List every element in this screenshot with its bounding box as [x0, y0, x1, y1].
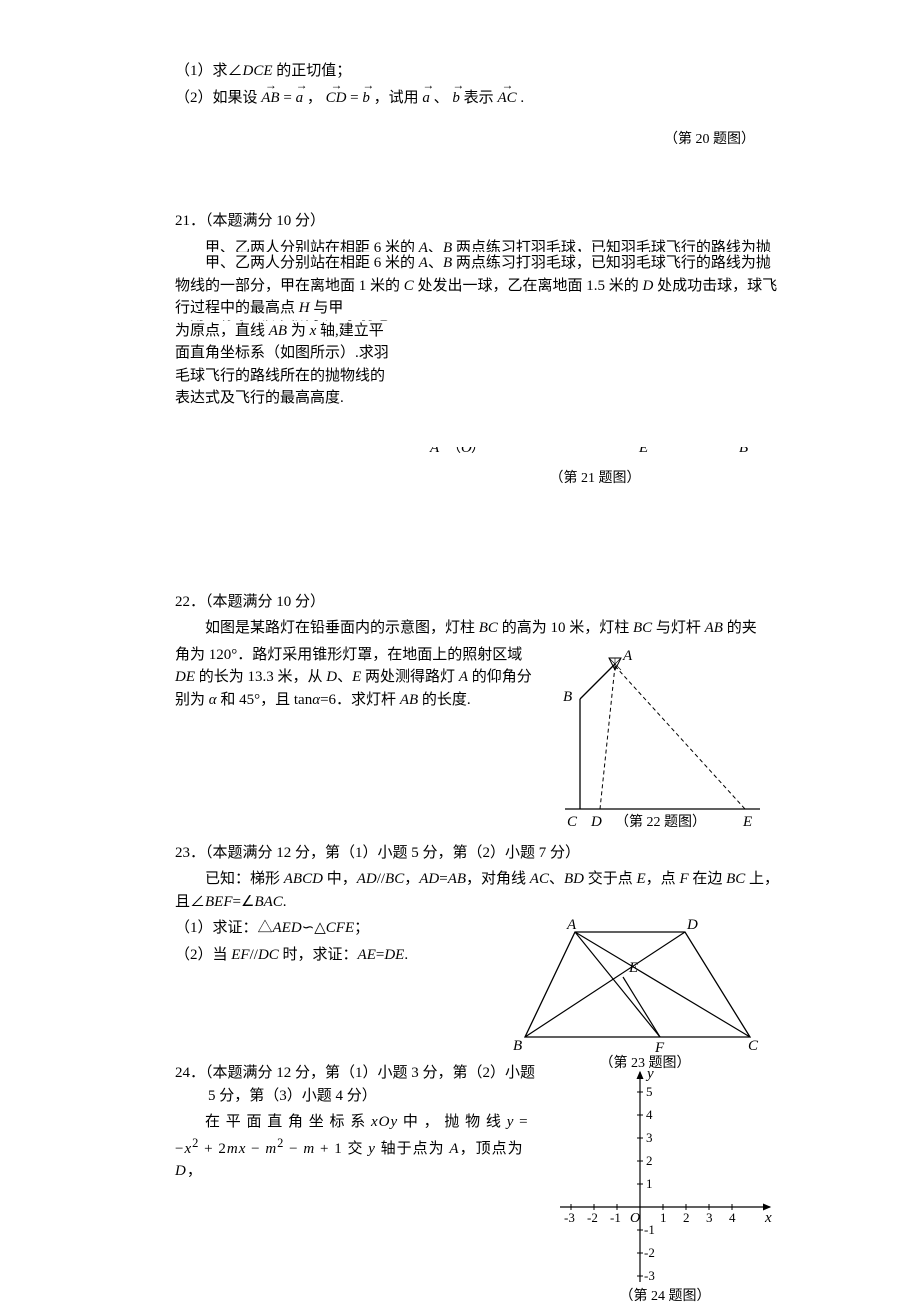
q24-text: 24．（本题满分 12 分，第（1）小题 3 分，第（2）小题 5 分，第（3）…: [175, 1062, 545, 1187]
svg-text:B: B: [513, 1038, 522, 1054]
q24-svg: -3 -2 -1 O 1 2 3 4 1 2 3 4 5 -1 -2 -3 x y: [545, 1062, 785, 1292]
svg-text:D: D: [686, 917, 698, 933]
svg-text:A: A: [622, 648, 633, 664]
svg-text:3: 3: [706, 1210, 713, 1225]
q23-figure: A D B C E F （第 23 题图）: [505, 917, 785, 1074]
svg-text:2: 2: [683, 1210, 690, 1225]
q23-text: （1）求证：△AED∽△CFE； （2）当 EF//DC 时，求证：AE=DE.: [175, 917, 505, 970]
q22-svg: A B C D E: [545, 644, 785, 834]
q20-line2: （2）如果设 AB = a ， CD = b ，试用 a 、 b 表示 AC .: [175, 87, 785, 110]
q23-row: （1）求证：△AED∽△CFE； （2）当 EF//DC 时，求证：AE=DE.: [175, 917, 785, 1074]
q22-block: 如图是某路灯在铅垂面内的示意图，灯柱 BC 的高为 10 米，灯柱 BC 与灯杆…: [175, 617, 785, 834]
svg-text:-2: -2: [644, 1245, 655, 1260]
svg-text:E: E: [742, 814, 752, 830]
svg-text:5: 5: [646, 1084, 653, 1099]
svg-text:-3: -3: [564, 1210, 575, 1225]
q21-text-mask: [395, 297, 795, 447]
q24-body: 在 平 面 直 角 坐 标 系 xOy 中 ， 抛 物 线 y = −x2 + …: [175, 1111, 545, 1183]
svg-text:2: 2: [646, 1153, 653, 1168]
svg-text:-1: -1: [644, 1222, 655, 1237]
svg-text:C: C: [748, 1038, 759, 1054]
svg-text:D: D: [590, 814, 602, 830]
q23-l1: （1）求证：△AED∽△CFE；: [175, 917, 505, 940]
q24-header: 24．（本题满分 12 分，第（1）小题 3 分，第（2）小题 5 分，第（3）…: [208, 1062, 545, 1107]
svg-text:-2: -2: [587, 1210, 598, 1225]
q22-header: 22．（本题满分 10 分）: [175, 591, 785, 614]
q23-header: 23．（本题满分 12 分，第（1）小题 5 分，第（2）小题 7 分）: [175, 842, 785, 865]
svg-text:-3: -3: [644, 1268, 655, 1283]
content-area: （1）求∠DCE 的正切值； （2）如果设 AB = a ， CD = b ，试…: [175, 60, 785, 1307]
svg-text:x: x: [764, 1210, 772, 1226]
svg-text:C: C: [567, 814, 578, 830]
q21-header: 21．（本题满分 10 分）: [175, 210, 785, 233]
svg-text:1: 1: [646, 1176, 653, 1191]
q24-figure: -3 -2 -1 O 1 2 3 4 1 2 3 4 5 -1 -2 -3 x y （第 24 题图）: [545, 1062, 785, 1307]
q22-figure: A B C D E （第 22 题图）: [545, 644, 785, 834]
q24-row: 24．（本题满分 12 分，第（1）小题 3 分，第（2）小题 5 分，第（3）…: [175, 1062, 785, 1307]
q20-caption: （第 20 题图）: [175, 129, 785, 150]
svg-text:O: O: [630, 1211, 640, 1226]
q23-l2: （2）当 EF//DC 时，求证：AE=DE.: [175, 944, 505, 967]
svg-text:3: 3: [646, 1130, 653, 1145]
q23-svg: A D B C E F: [505, 917, 775, 1057]
q21-caption: （第 21 题图）: [395, 468, 795, 489]
svg-text:4: 4: [729, 1210, 736, 1225]
q24-caption: （第 24 题图）: [545, 1286, 785, 1307]
q22-line-wide: 如图是某路灯在铅垂面内的示意图，灯柱 BC 的高为 10 米，灯柱 BC 与灯杆…: [175, 617, 785, 640]
svg-text:A: A: [566, 917, 577, 933]
svg-text:4: 4: [646, 1107, 653, 1122]
svg-text:1: 1: [660, 1210, 667, 1225]
svg-text:B: B: [563, 689, 572, 705]
q21-text-wide-top: 甲、乙两人分别站在相距 6 米的 A、B 两点练习打羽毛球，已知羽毛球飞行的路线…: [175, 252, 785, 320]
q23-body: 已知：梯形 ABCD 中，AD//BC，AD=AB，对角线 AC、BD 交于点 …: [175, 868, 785, 913]
page: （1）求∠DCE 的正切值； （2）如果设 AB = a ， CD = b ，试…: [0, 0, 920, 1302]
svg-text:E: E: [628, 960, 638, 976]
q22-caption: （第 22 题图）: [615, 812, 706, 833]
svg-text:y: y: [645, 1066, 654, 1082]
svg-text:-1: -1: [610, 1210, 621, 1225]
q22-text: 角为 120°．路灯采用锥形灯罩，在地面上的照射区域 DE 的长为 13.3 米…: [175, 644, 545, 716]
